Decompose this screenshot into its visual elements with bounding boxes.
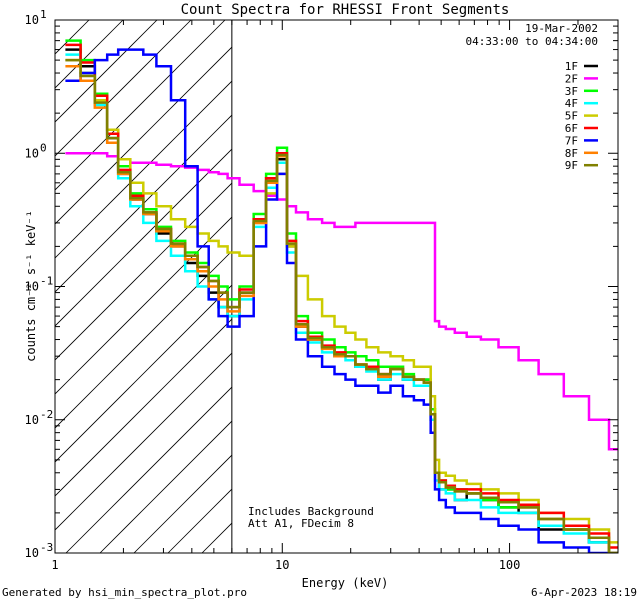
legend-label-5f: 5F <box>565 110 578 123</box>
hatch-line <box>372 20 640 553</box>
y-tick-label: 10 <box>25 413 39 427</box>
hatch-line <box>55 182 232 361</box>
legend-label-9f: 9F <box>565 159 578 172</box>
y-tick-exponent: -2 <box>40 408 53 421</box>
series-group <box>65 39 618 553</box>
hatch-line <box>55 352 232 531</box>
footer-generated-by: Generated by hsi_min_spectra_plot.pro <box>2 586 247 599</box>
annotation-attenuator: Att A1, FDecim 8 <box>248 517 354 530</box>
y-tick-exponent: 0 <box>40 141 47 154</box>
y-tick-label: 10 <box>25 546 39 560</box>
footer-timestamp: 6-Apr-2023 18:19 <box>531 586 637 599</box>
hatch-line <box>55 46 232 225</box>
hatch-line <box>133 454 232 553</box>
series-line-6f <box>65 43 618 549</box>
y-tick-exponent: -1 <box>40 275 53 288</box>
legend-label-3f: 3F <box>565 85 578 98</box>
y-tick-exponent: 1 <box>40 8 47 21</box>
y-tick-label: 10 <box>25 280 39 294</box>
series-line-9f <box>65 58 618 553</box>
series-line-5f <box>65 58 618 544</box>
legend-label-6f: 6F <box>565 122 578 135</box>
y-tick-exponent: -3 <box>40 541 53 554</box>
legend-label-8f: 8F <box>565 147 578 160</box>
annotation-background: Includes Background <box>248 505 374 518</box>
series-line-3f <box>65 39 618 553</box>
hatch-line <box>338 20 640 553</box>
plot-frame <box>54 19 619 554</box>
series-line-7f <box>65 48 618 553</box>
x-tick-label: 1 <box>51 558 58 572</box>
hatch-line <box>55 80 232 259</box>
series-line-2f <box>65 152 618 451</box>
hatch-line <box>65 386 232 553</box>
y-tick-label: 10 <box>25 13 39 27</box>
hatch-line <box>99 420 232 553</box>
chart-title: Count Spectra for RHESSI Front Segments <box>181 2 510 18</box>
hatch-line <box>55 20 226 191</box>
hatch-line <box>270 20 640 553</box>
legend-label-7f: 7F <box>565 134 578 147</box>
x-tick-label: 10 <box>275 558 289 572</box>
hatch-line <box>55 216 232 395</box>
y-tick-label: 10 <box>25 146 39 160</box>
hatch-line <box>542 20 640 553</box>
x-axis-label: Energy (keV) <box>302 576 389 590</box>
time-range-label: 04:33:00 to 04:34:00 <box>466 35 598 48</box>
hatch-line <box>55 20 158 123</box>
legend-label-2f: 2F <box>565 72 578 85</box>
series-line-8f <box>65 64 618 553</box>
x-tick-label: 100 <box>499 558 521 572</box>
hatch-line <box>55 318 232 497</box>
legend-label-1f: 1F <box>565 60 578 73</box>
hatch-line <box>55 284 232 463</box>
series-line-1f <box>65 48 618 553</box>
hatch-line <box>304 20 640 553</box>
legend-label-4f: 4F <box>565 97 578 110</box>
series-line-4f <box>65 53 618 553</box>
date-label: 19-Mar-2002 <box>525 22 598 35</box>
y-axis-label: counts cm⁻² s⁻¹ keV⁻¹ <box>24 210 38 362</box>
hatch-line <box>55 148 232 327</box>
